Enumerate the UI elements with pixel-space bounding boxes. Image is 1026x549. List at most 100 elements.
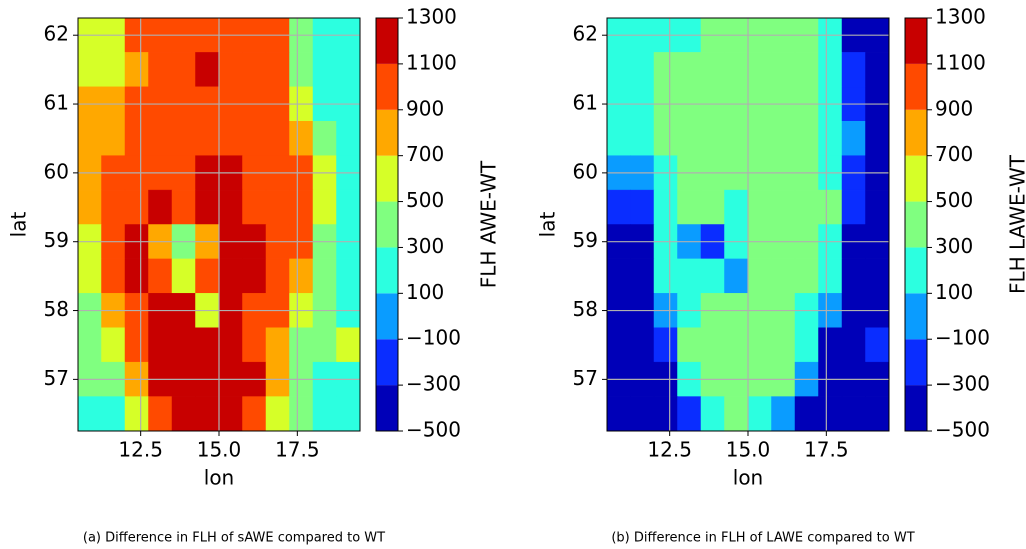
contour-cell bbox=[171, 258, 196, 294]
x-tick-label: 15.0 bbox=[197, 438, 242, 462]
contour-cell bbox=[747, 189, 772, 225]
contour-cell bbox=[148, 327, 173, 363]
colorbar-band bbox=[376, 109, 398, 156]
colorbar-tick-label: 700 bbox=[935, 142, 973, 166]
contour-cell bbox=[336, 327, 361, 363]
contour-cell bbox=[289, 189, 314, 225]
contour-cell bbox=[289, 396, 314, 432]
contour-cell bbox=[606, 327, 631, 363]
y-tick-label: 57 bbox=[573, 366, 598, 390]
contour-cell bbox=[265, 52, 290, 88]
contour-cell bbox=[747, 52, 772, 88]
contour-cell bbox=[677, 327, 702, 363]
contour-cell bbox=[771, 121, 796, 156]
contour-cell bbox=[653, 189, 678, 225]
contour-cell bbox=[218, 189, 243, 225]
contour-cell bbox=[818, 189, 843, 225]
contour-cell bbox=[101, 121, 126, 156]
contour-cell bbox=[747, 121, 772, 156]
y-tick-label: 60 bbox=[44, 159, 69, 183]
contour-cell bbox=[700, 396, 725, 432]
contour-cell bbox=[336, 189, 361, 225]
contour-cell bbox=[195, 327, 220, 363]
colorbar-tick-label: −300 bbox=[935, 372, 990, 396]
colorbar-frame bbox=[375, 17, 399, 432]
contour-cell bbox=[818, 258, 843, 294]
colorbar-tick-label: −300 bbox=[406, 372, 461, 396]
contour-cell bbox=[653, 52, 678, 88]
contour-cell bbox=[77, 189, 102, 225]
contour-cell bbox=[265, 258, 290, 294]
contour-cell bbox=[242, 52, 267, 88]
contour-cell bbox=[148, 52, 173, 88]
colorbar-tick-label: −500 bbox=[935, 418, 990, 442]
colorbar-band bbox=[376, 247, 398, 294]
contour-cell bbox=[841, 52, 866, 88]
contour-cell bbox=[630, 189, 655, 225]
contour-cell bbox=[195, 189, 220, 225]
contour-cell bbox=[677, 52, 702, 88]
x-tick-label: 17.5 bbox=[275, 438, 320, 462]
contour-cell bbox=[101, 52, 126, 88]
plot-frame bbox=[606, 17, 890, 432]
contour-cell bbox=[101, 258, 126, 294]
y-tick-label: 57 bbox=[44, 366, 69, 390]
contour-cell bbox=[124, 327, 149, 363]
contour-cell bbox=[794, 189, 819, 225]
colorbar-band bbox=[905, 18, 927, 64]
contour-cell bbox=[606, 258, 631, 294]
contour-cell bbox=[124, 189, 149, 225]
contour-cell bbox=[242, 121, 267, 156]
contour-cell bbox=[265, 189, 290, 225]
contour-cell bbox=[841, 189, 866, 225]
contour-cell bbox=[289, 258, 314, 294]
contour-cell bbox=[700, 258, 725, 294]
contour-cell bbox=[841, 258, 866, 294]
contour-cell bbox=[818, 396, 843, 432]
contour-cell bbox=[724, 396, 749, 432]
contour-cell bbox=[195, 396, 220, 432]
colorbar-frame bbox=[904, 17, 928, 432]
contour-cell bbox=[171, 396, 196, 432]
contour-cell bbox=[794, 258, 819, 294]
contour-cell bbox=[630, 327, 655, 363]
contour-cell bbox=[700, 189, 725, 225]
contour-cell bbox=[865, 121, 890, 156]
contour-cell bbox=[630, 396, 655, 432]
contour-cell bbox=[771, 258, 796, 294]
colorbar-label: FLH AWE-WT bbox=[477, 160, 501, 288]
plot-frame bbox=[77, 17, 361, 432]
colorbar-band bbox=[905, 63, 927, 110]
contour-cell bbox=[794, 396, 819, 432]
y-tick-label: 60 bbox=[573, 159, 598, 183]
contour-cell bbox=[336, 121, 361, 156]
contour-cell bbox=[171, 52, 196, 88]
contour-cell bbox=[841, 396, 866, 432]
contour-cell bbox=[700, 327, 725, 363]
colorbar-band bbox=[905, 201, 927, 248]
colorbar-tick-label: 500 bbox=[935, 188, 973, 212]
contour-cell bbox=[77, 258, 102, 294]
contour-cell bbox=[218, 121, 243, 156]
y-tick-label: 59 bbox=[44, 228, 69, 252]
contour-cell bbox=[653, 258, 678, 294]
contour-cell bbox=[312, 121, 337, 156]
contour-cell bbox=[77, 327, 102, 363]
colorbar-band bbox=[376, 18, 398, 64]
contour-cell bbox=[653, 327, 678, 363]
contour-cell bbox=[171, 189, 196, 225]
contour-cell bbox=[724, 189, 749, 225]
contour-cell bbox=[794, 121, 819, 156]
contour-cell bbox=[818, 327, 843, 363]
contour-cell bbox=[865, 189, 890, 225]
colorbar-band bbox=[376, 385, 398, 431]
colorbar-band bbox=[905, 293, 927, 340]
colorbar-tick-label: 300 bbox=[935, 234, 973, 258]
contour-cell bbox=[747, 258, 772, 294]
contour-cell bbox=[677, 396, 702, 432]
contour-cell bbox=[771, 396, 796, 432]
contour-cell bbox=[124, 396, 149, 432]
contour-cell bbox=[336, 258, 361, 294]
y-tick-label: 62 bbox=[44, 22, 69, 46]
